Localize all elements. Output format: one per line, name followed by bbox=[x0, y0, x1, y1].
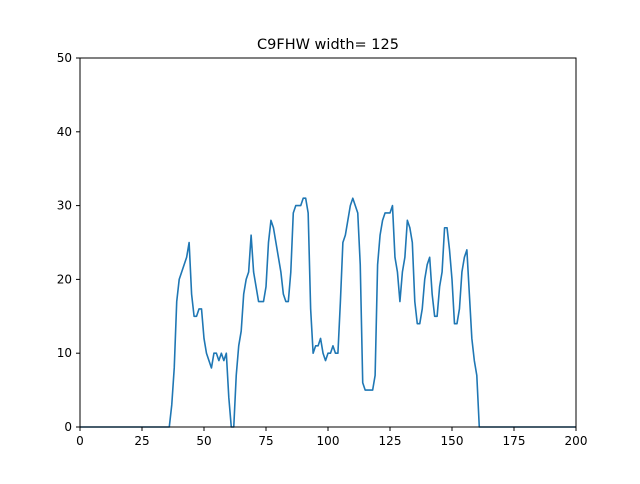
y-tick-label-3: 30 bbox=[57, 199, 72, 213]
x-tick-label-4: 100 bbox=[317, 434, 340, 448]
y-tick-label-1: 10 bbox=[57, 346, 72, 360]
x-tick-label-0: 0 bbox=[76, 434, 84, 448]
x-tick-label-2: 50 bbox=[196, 434, 211, 448]
x-tick-label-6: 150 bbox=[441, 434, 464, 448]
x-tick-label-8: 200 bbox=[565, 434, 588, 448]
y-tick-label-5: 50 bbox=[57, 51, 72, 65]
axis-ticks: 0 25 50 75 100 125 150 175 200 0 10 20 30 40 50 bbox=[57, 51, 588, 448]
y-tick-label-2: 20 bbox=[57, 272, 72, 286]
x-tick-label-5: 125 bbox=[379, 434, 402, 448]
x-tick-label-3: 75 bbox=[258, 434, 273, 448]
y-tick-label-0: 0 bbox=[64, 420, 72, 434]
x-tick-label-1: 25 bbox=[134, 434, 149, 448]
x-tick-label-7: 175 bbox=[503, 434, 526, 448]
chart-title: C9FHW width= 125 bbox=[257, 37, 399, 53]
plot-frame bbox=[79, 57, 577, 428]
y-tick-label-4: 40 bbox=[57, 125, 72, 139]
